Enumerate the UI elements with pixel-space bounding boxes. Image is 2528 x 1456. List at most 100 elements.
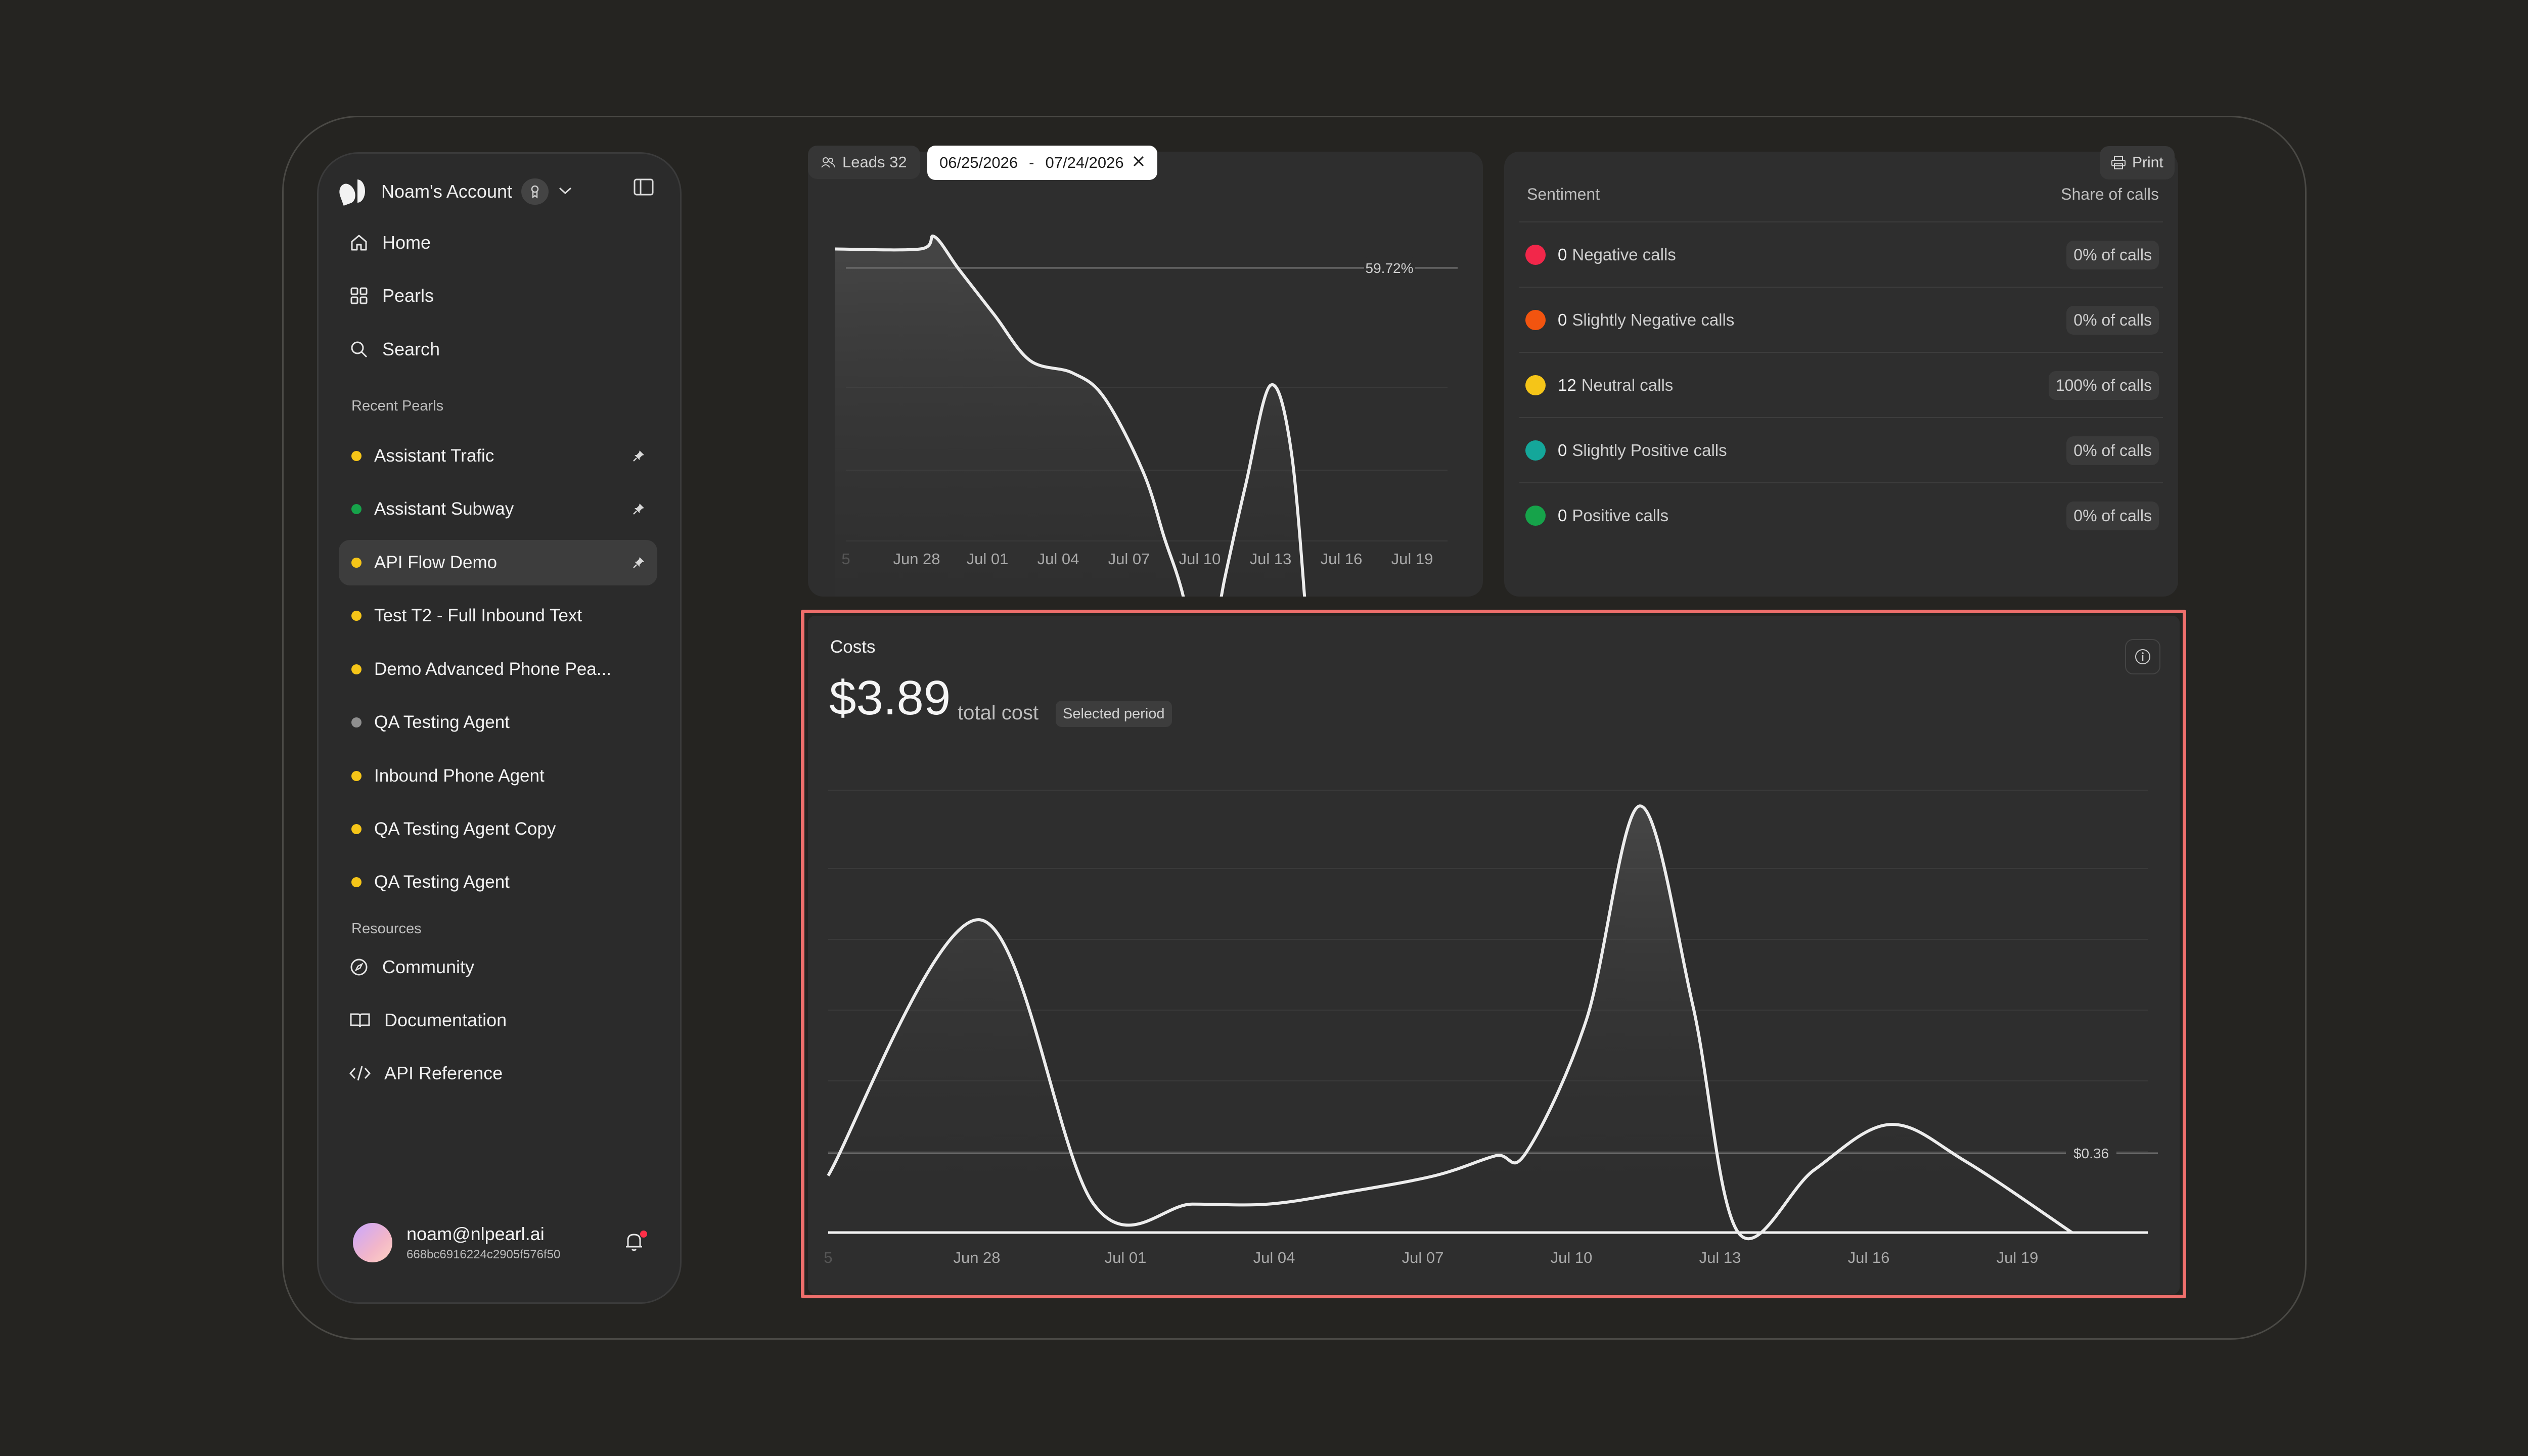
nav-search[interactable]: Search	[349, 339, 440, 360]
sentiment-row: 12 Neutral calls 100% of calls	[1519, 352, 2163, 418]
sentiment-row: 0 Slightly Negative calls 0% of calls	[1519, 287, 2163, 352]
sentiment-dot	[1525, 506, 1546, 526]
nav-api-reference[interactable]: API Reference	[349, 1063, 503, 1084]
pin-icon[interactable]	[632, 556, 645, 569]
sidebar-item-pearl[interactable]: Assistant Trafic	[339, 433, 657, 479]
nav-pearls-label: Pearls	[382, 285, 434, 306]
x-tick-label: Jul 19	[1997, 1249, 2039, 1266]
account-badge-icon	[521, 178, 549, 205]
status-dot	[351, 558, 362, 568]
series-line	[835, 234, 1306, 597]
x-tick-label: Jul 13	[1250, 550, 1292, 568]
nav-api-reference-label: API Reference	[384, 1063, 503, 1083]
status-dot	[351, 771, 362, 781]
print-button[interactable]: Print	[2100, 146, 2175, 179]
sentiment-dot	[1525, 245, 1546, 265]
reference-label-bg	[1364, 257, 1415, 279]
search-icon	[351, 341, 368, 358]
sentiment-count: 0	[1558, 310, 1567, 329]
sentiment-share: 100% of calls	[2048, 371, 2159, 400]
reference-label-bg	[2066, 1142, 2116, 1164]
area-fill	[828, 806, 2072, 1239]
sentiment-label: Slightly Negative calls	[1572, 310, 1735, 329]
x-tick-label: 5	[841, 550, 850, 568]
resources-label: Resources	[351, 921, 422, 937]
sidebar-item-pearl[interactable]: Test T2 - Full Inbound Text	[339, 593, 657, 639]
sentiment-count: 0	[1558, 245, 1567, 264]
leads-label: Leads 32	[842, 153, 907, 171]
nav-documentation[interactable]: Documentation	[349, 1010, 507, 1031]
period-badge: Selected period	[1056, 701, 1172, 727]
sentiment-dot	[1525, 375, 1546, 395]
avatar	[353, 1223, 392, 1262]
series-line	[827, 804, 2073, 1241]
costs-highlight-box	[801, 610, 2186, 1298]
nav-home-label: Home	[382, 232, 431, 253]
sidebar-item-label: QA Testing Agent	[374, 872, 510, 892]
account-switcher[interactable]: Noam's Account	[337, 174, 663, 209]
date-end: 07/24/2026	[1045, 154, 1124, 171]
costs-area-chart: $0.36 5 Jun 28 Jul 01 Jul 04 Jul 07 Jul 10 Jul …	[824, 790, 2158, 1266]
user-profile[interactable]: noam@nlpearl.ai 668bc6916224c2905f576f50	[353, 1223, 560, 1262]
sidebar: Noam's Account Home Pearls Search Recent…	[317, 152, 682, 1304]
sentiment-share: 0% of calls	[2066, 501, 2159, 530]
nav-community-label: Community	[382, 957, 475, 977]
print-label: Print	[2132, 154, 2163, 171]
leads-filter[interactable]: Leads 32	[808, 146, 920, 179]
costs-card: Costs $3.89 total cost Selected period $…	[808, 616, 2180, 1294]
sidebar-item-pearl[interactable]: Inbound Phone Agent	[339, 753, 657, 799]
sentiment-row: 0 Slightly Positive calls 0% of calls	[1519, 417, 2163, 483]
sidebar-item-label: Assistant Subway	[374, 499, 514, 519]
sentiment-header-label: Sentiment	[1527, 185, 1600, 203]
sidebar-item-pearl[interactable]: QA Testing Agent	[339, 859, 657, 905]
sentiment-label: Negative calls	[1572, 245, 1676, 264]
sidebar-item-pearl[interactable]: Demo Advanced Phone Pea...	[339, 647, 657, 692]
sidebar-item-label: API Flow Demo	[374, 553, 498, 572]
date-separator: -	[1029, 154, 1034, 171]
total-cost-value: $3.89	[829, 671, 951, 725]
sentiment-row: 0 Positive calls 0% of calls	[1519, 482, 2163, 548]
status-dot	[351, 664, 362, 674]
x-tick-label: Jul 10	[1179, 550, 1221, 568]
sidebar-item-pearl[interactable]: QA Testing Agent	[339, 700, 657, 745]
users-icon	[821, 157, 835, 168]
bell-icon[interactable]	[624, 1231, 644, 1255]
sidebar-item-pearl[interactable]: API Flow Demo	[339, 540, 657, 585]
status-dot	[351, 717, 362, 727]
sentiment-label: Slightly Positive calls	[1572, 441, 1727, 460]
sidebar-item-label: QA Testing Agent	[374, 712, 510, 732]
sentiment-dot	[1525, 310, 1546, 330]
x-tick-label: Jul 19	[1391, 550, 1433, 568]
x-tick-label: Jul 07	[1402, 1249, 1444, 1266]
nav-community[interactable]: Community	[349, 957, 474, 978]
sidebar-item-label: Assistant Trafic	[374, 446, 494, 466]
status-dot	[351, 877, 362, 887]
share-header-label: Share of calls	[2061, 185, 2159, 203]
nav-home[interactable]: Home	[349, 232, 431, 253]
user-email: noam@nlpearl.ai	[407, 1223, 545, 1244]
sidebar-item-label: Demo Advanced Phone Pea...	[374, 659, 611, 679]
grid-icon	[350, 287, 368, 304]
chevron-down-icon[interactable]	[558, 186, 573, 198]
sentiment-share: 0% of calls	[2066, 436, 2159, 465]
nav-documentation-label: Documentation	[384, 1010, 507, 1030]
top-area-chart: 59.72% 5 Jun 28 Jul 01 Jul 04 Jul 07 Jul 10 Jul…	[835, 234, 1458, 597]
pin-icon[interactable]	[632, 449, 645, 463]
sidebar-item-pearl[interactable]: Assistant Subway	[339, 486, 657, 532]
sentiment-card: Sentiment Share of calls 0 Negative calls…	[1504, 152, 2178, 597]
x-tick-label: Jul 04	[1037, 550, 1079, 568]
x-tick-label: Jul 10	[1551, 1249, 1593, 1266]
x-tick-label: Jun 28	[953, 1249, 1000, 1266]
sentiment-label: Positive calls	[1572, 506, 1669, 525]
recent-pearls-label: Recent Pearls	[351, 398, 444, 414]
sentiment-count: 0	[1558, 506, 1567, 525]
pin-icon[interactable]	[632, 503, 645, 516]
nav-pearls[interactable]: Pearls	[349, 285, 434, 306]
sidebar-item-pearl[interactable]: QA Testing Agent Copy	[339, 806, 657, 852]
sidebar-toggle-icon[interactable]	[634, 178, 654, 199]
close-icon[interactable]	[1132, 154, 1145, 172]
info-icon[interactable]	[2125, 639, 2160, 674]
sidebar-item-label: Test T2 - Full Inbound Text	[374, 606, 582, 625]
date-range-picker[interactable]: 06/25/2026 - 07/24/2026	[927, 146, 1157, 180]
sentiment-dot	[1525, 440, 1546, 461]
